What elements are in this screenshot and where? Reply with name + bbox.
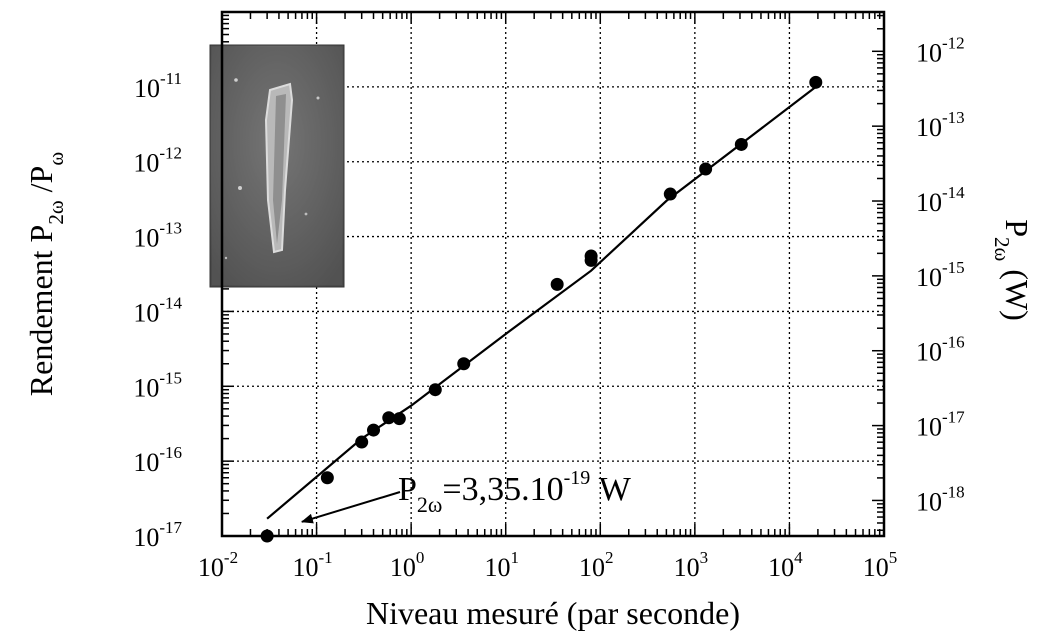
y2-tick-label: 10-14 [916, 183, 965, 217]
x-tick-labels: 10-2 10-1 100 101 102 103 104 105 [198, 548, 897, 582]
annotation-value: =3,35.10 [442, 471, 563, 508]
annotation-label: P2ω=3,35.10-19 W [398, 467, 632, 517]
y-tick-label: 10-15 [133, 368, 182, 402]
annotation-p: P [398, 471, 417, 508]
y-tick-label: 10-13 [133, 219, 182, 253]
x-tick-label: 104 [768, 548, 803, 582]
data-point [457, 357, 471, 371]
x-tick-label: 10-1 [292, 548, 332, 582]
annotation-unit: W [590, 471, 632, 508]
y-tick-labels: 10-17 10-16 10-15 10-14 10-13 10-12 10-11 [133, 69, 182, 552]
data-point [355, 435, 369, 449]
y2-tick-labels: 10-18 10-17 10-16 10-15 10-14 10-13 10-12 [916, 33, 965, 516]
data-point [367, 423, 381, 437]
plot-frame [220, 10, 886, 538]
x-axis-label: Niveau mesuré (par seconde) [366, 595, 740, 631]
y2-label-unit: (W) [999, 261, 1035, 321]
inset-photo [209, 44, 345, 288]
y2-label-sub: 2ω [990, 237, 1014, 261]
y-tick-label: 10-11 [134, 69, 182, 103]
y-tick-label: 10-14 [133, 293, 182, 327]
y2-label-main: P [999, 219, 1035, 237]
y-label-sub1: 2ω [44, 200, 68, 224]
x-tick-label: 102 [579, 548, 614, 582]
x-tick-label: 10-2 [198, 548, 238, 582]
y2-tick-label: 10-16 [916, 333, 965, 367]
data-point [699, 162, 713, 176]
x-tick-label: 103 [674, 548, 709, 582]
y2-tick-label: 10-13 [916, 108, 965, 142]
y2-tick-label: 10-12 [916, 33, 965, 67]
y-tick-label: 10-12 [133, 144, 182, 178]
data-point [550, 277, 564, 291]
x-tick-label: 100 [390, 548, 425, 582]
fit-line [266, 86, 817, 520]
data-point [809, 75, 823, 89]
data-point [428, 383, 442, 397]
x-tick-label: 101 [484, 548, 519, 582]
annotation-exp: -19 [564, 467, 591, 489]
grid [222, 12, 884, 536]
y2-tick-label: 10-17 [916, 408, 965, 442]
y2-axis-label: P2ω (W) [990, 219, 1035, 321]
y2-tick-label: 10-18 [916, 482, 965, 516]
annotation-arrow [300, 491, 401, 524]
y-label-sub2: ω [44, 152, 68, 166]
y-tick-label: 10-16 [133, 443, 182, 477]
y-axis-label: Rendement P2ω /Pω [23, 152, 68, 396]
data-point [382, 411, 396, 425]
data-point [734, 137, 748, 151]
data-point [663, 187, 677, 201]
x-tick-label: 105 [863, 548, 898, 582]
y-label-main: Rendement P [23, 225, 59, 397]
y2-tick-label: 10-15 [916, 258, 965, 292]
data-point [584, 249, 598, 263]
data-points [260, 75, 823, 543]
annotation-sub: 2ω [417, 492, 442, 517]
y-tick-label: 10-17 [133, 518, 182, 552]
y-label-mid: /P [23, 166, 59, 201]
data-point [392, 412, 406, 426]
data-point [320, 471, 334, 485]
